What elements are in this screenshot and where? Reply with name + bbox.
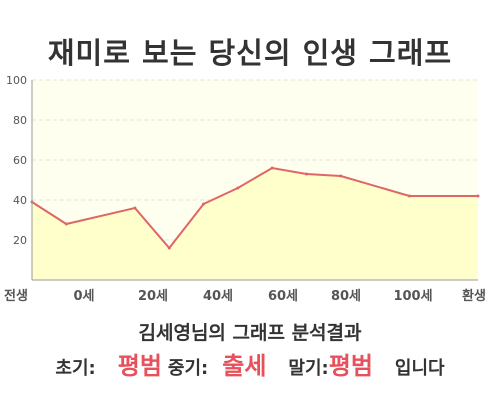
data-point <box>270 166 274 170</box>
life-chart: 20 40 60 80 100 전생 0세 20세 40세 60세 80세 100세 환생 <box>4 74 486 304</box>
y-tick-label: 20 <box>13 234 27 247</box>
y-tick-label: 80 <box>13 114 27 127</box>
x-tick-label: 전생 <box>4 288 28 304</box>
data-point <box>407 194 411 198</box>
series-area <box>32 168 478 280</box>
result-summary: 초기: 평범 중기: 출세 말기:평범 입니다 <box>0 346 500 382</box>
y-tick-label: 60 <box>13 154 27 167</box>
series-points <box>30 166 480 250</box>
mid-label: 중기: <box>167 358 209 379</box>
data-point <box>64 222 68 226</box>
data-point <box>304 172 308 176</box>
data-point <box>133 206 137 210</box>
page-title: 재미로 보는 당신의 인생 그래프 <box>47 36 453 70</box>
data-point <box>236 186 240 190</box>
x-tick-label: 40세 <box>203 289 233 304</box>
late-value: 평범 <box>328 352 373 380</box>
y-tick-label: 100 <box>6 74 27 87</box>
x-tick-label: 60세 <box>268 289 298 304</box>
early-label: 초기: <box>55 358 96 379</box>
result-title: 김세영님의 그래프 분석결과 <box>138 322 362 344</box>
data-point <box>167 246 171 250</box>
data-point <box>339 174 343 178</box>
early-value: 평범 <box>117 352 162 380</box>
mid-value: 출세 <box>222 352 267 380</box>
x-tick-label: 20세 <box>138 289 168 304</box>
x-tick-label: 100세 <box>393 289 432 304</box>
result-suffix: 입니다 <box>394 358 445 379</box>
x-tick-labels: 전생 0세 20세 40세 60세 80세 100세 환생 <box>4 288 486 304</box>
data-point <box>476 194 480 198</box>
x-tick-label: 환생 <box>462 288 486 304</box>
y-tick-labels: 20 40 60 80 100 <box>6 74 27 247</box>
x-tick-label: 0세 <box>73 289 94 304</box>
data-point <box>202 202 206 206</box>
x-tick-label: 80세 <box>331 289 361 304</box>
late-label: 말기: <box>288 358 329 379</box>
y-tick-label: 40 <box>13 194 27 207</box>
